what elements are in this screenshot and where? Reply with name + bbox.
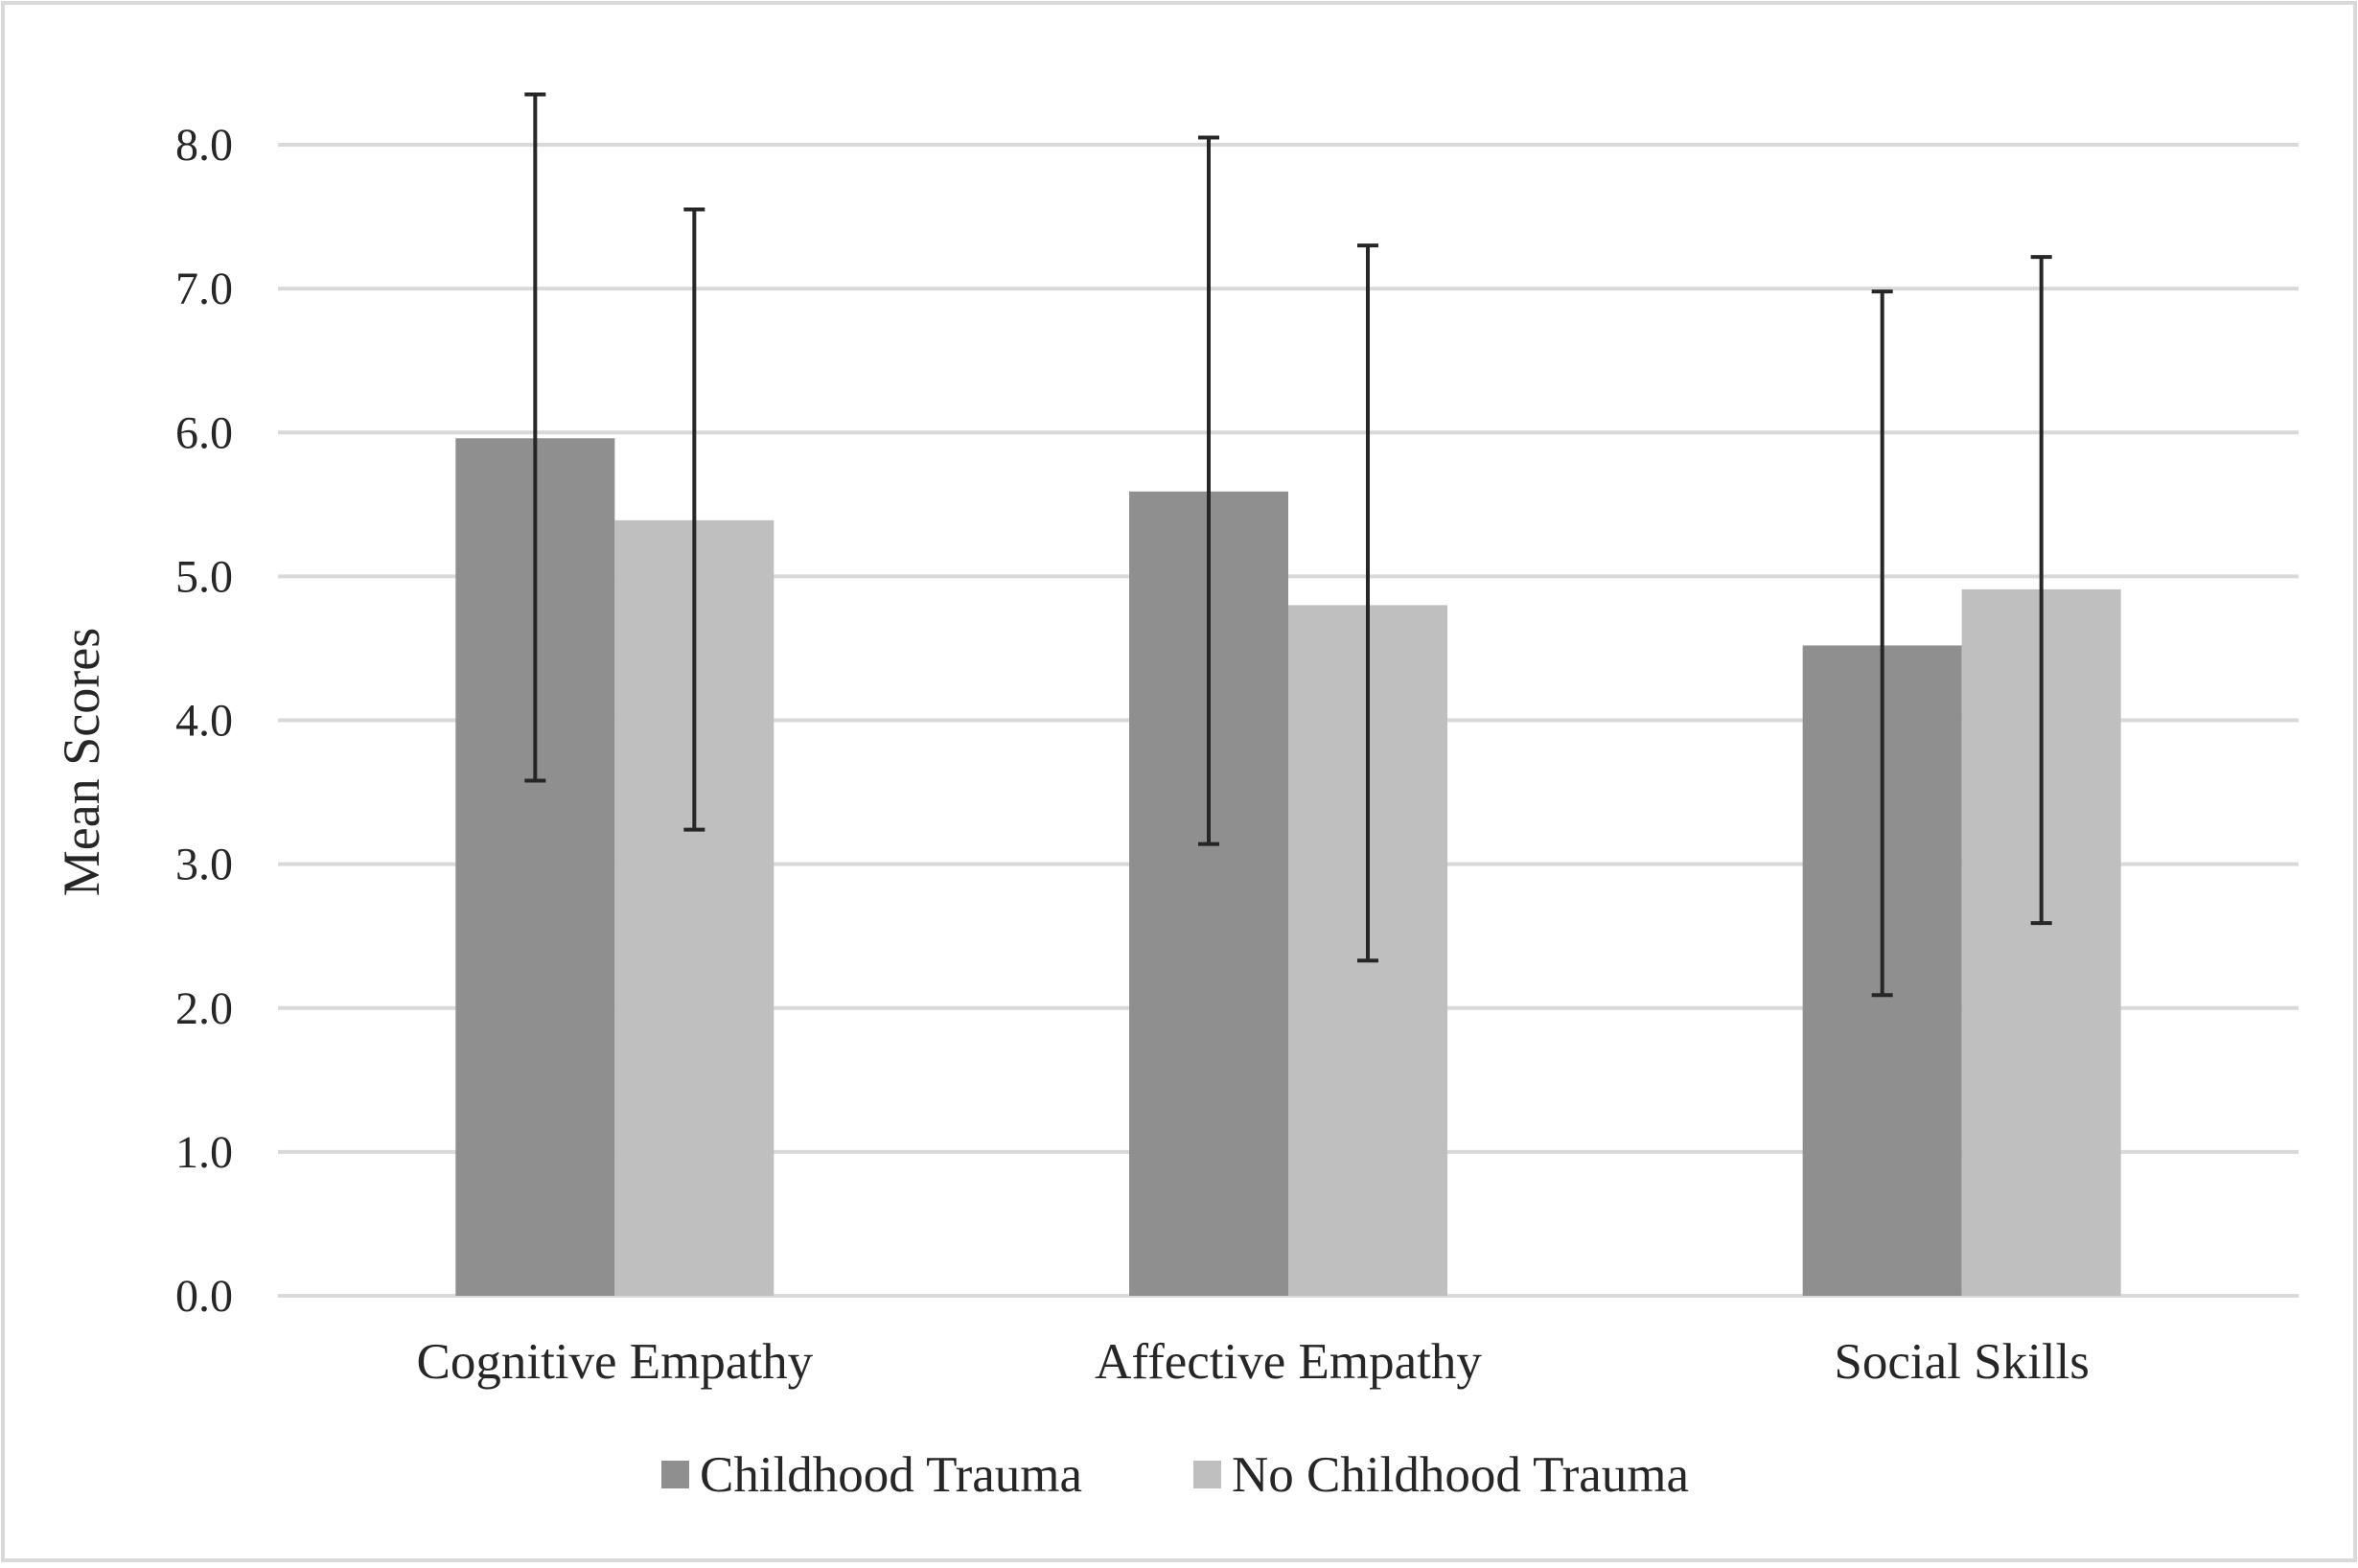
category-label: Cognitive Empathy (417, 1334, 814, 1390)
y-tick-label: 3.0 (175, 840, 233, 890)
y-tick-label: 7.0 (175, 264, 233, 314)
legend-label: No Childhood Trauma (1232, 1447, 1689, 1503)
y-tick-label: 6.0 (175, 407, 233, 458)
y-tick-label: 8.0 (175, 120, 233, 171)
y-tick-label: 5.0 (175, 551, 233, 602)
category-label: Affective Empathy (1095, 1334, 1482, 1390)
legend: Childhood Trauma No Childhood Trauma (661, 1447, 1689, 1503)
y-tick-label: 4.0 (175, 696, 233, 747)
error-bar (524, 92, 546, 783)
category-labels: Cognitive Empathy Affective Empathy Social… (417, 1334, 2090, 1390)
y-tick-labels: 0.0 1.0 2.0 3.0 4.0 5.0 6.0 7.0 8.0 (175, 120, 233, 1322)
error-bars (524, 92, 2052, 998)
y-tick-label: 2.0 (175, 983, 233, 1034)
error-bar (683, 207, 705, 832)
category-label: Social Skills (1834, 1334, 2090, 1390)
legend-swatch (661, 1461, 689, 1488)
error-bar (2030, 255, 2052, 926)
y-axis-title: Mean Scores (53, 628, 110, 896)
legend-item: No Childhood Trauma (1193, 1447, 1689, 1503)
legend-label: Childhood Trauma (700, 1447, 1082, 1503)
error-bar (1871, 289, 1893, 998)
legend-swatch (1193, 1461, 1221, 1488)
error-bar (1198, 135, 1219, 846)
y-tick-label: 1.0 (175, 1127, 233, 1178)
error-bar (1357, 243, 1378, 963)
y-tick-label: 0.0 (175, 1271, 233, 1322)
legend-item: Childhood Trauma (661, 1447, 1082, 1503)
